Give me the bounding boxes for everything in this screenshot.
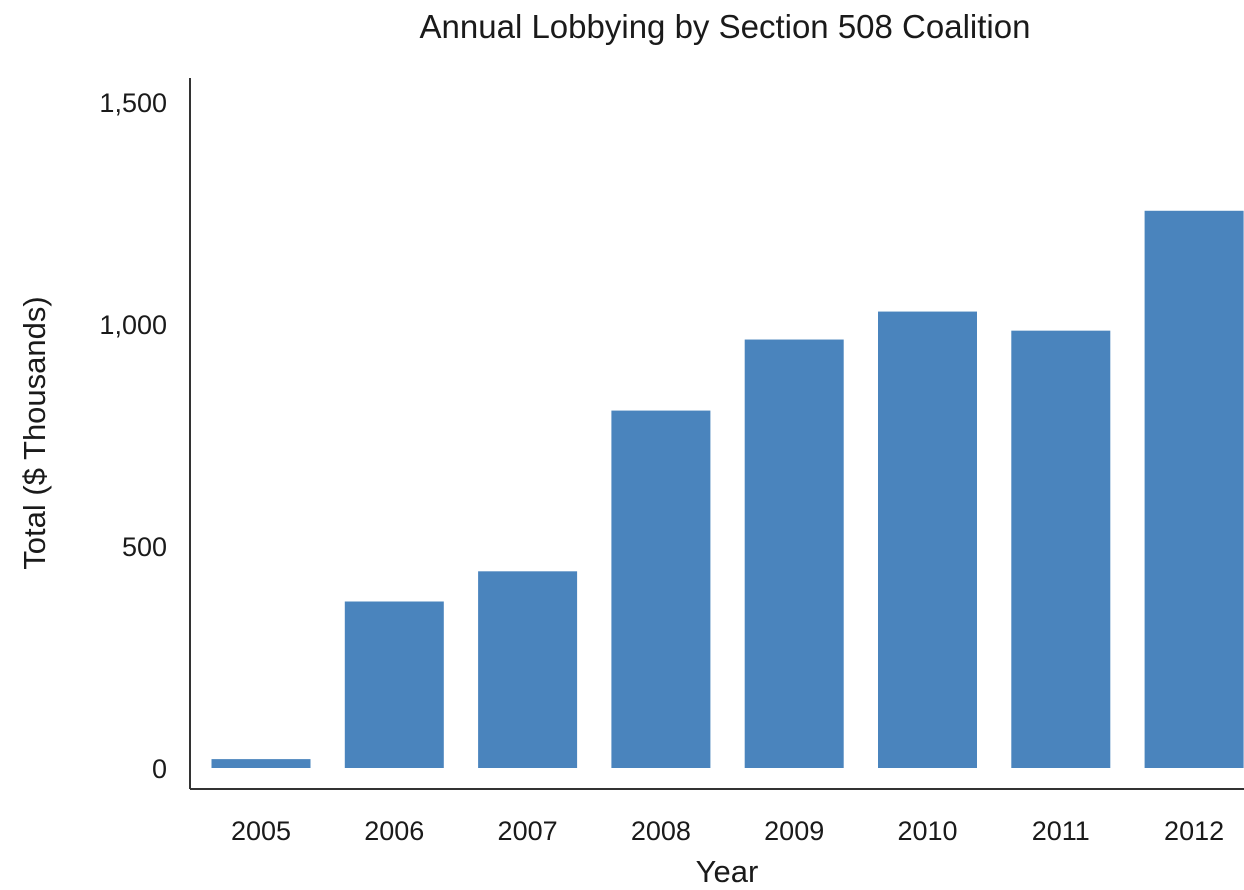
bar-2009 bbox=[744, 339, 844, 768]
x-tick-label-2005: 2005 bbox=[231, 816, 291, 846]
y-tick-labels: 0 500 1,000 1,500 bbox=[99, 88, 167, 784]
x-tick-label-2011: 2011 bbox=[1032, 816, 1090, 846]
bar-2005 bbox=[211, 759, 311, 768]
x-tick-label-2008: 2008 bbox=[631, 816, 691, 846]
x-tick-label-2012: 2012 bbox=[1164, 816, 1224, 846]
bar-2008 bbox=[611, 410, 711, 768]
bar-2012 bbox=[1144, 210, 1244, 768]
y-tick-label-1000: 1,000 bbox=[99, 310, 167, 340]
x-tick-label-2007: 2007 bbox=[498, 816, 558, 846]
bar-2006 bbox=[344, 601, 444, 768]
x-tick-label-2010: 2010 bbox=[897, 816, 957, 846]
x-tick-label-2009: 2009 bbox=[764, 816, 824, 846]
bars-group bbox=[211, 210, 1244, 768]
y-tick-label-0: 0 bbox=[152, 754, 167, 784]
y-tick-label-1500: 1,500 bbox=[99, 88, 167, 118]
chart-title: Annual Lobbying by Section 508 Coalition bbox=[420, 8, 1031, 45]
x-tick-labels: 2005 2006 2007 2008 2009 2010 2011 2012 bbox=[231, 816, 1224, 846]
x-tick-label-2006: 2006 bbox=[364, 816, 424, 846]
y-axis-label: Total ($ Thousands) bbox=[17, 296, 52, 569]
bar-2011 bbox=[1011, 330, 1111, 768]
bar-2010 bbox=[878, 311, 977, 768]
bar-2007 bbox=[478, 571, 578, 768]
y-tick-label-500: 500 bbox=[122, 532, 167, 562]
x-axis-label: Year bbox=[696, 854, 759, 885]
